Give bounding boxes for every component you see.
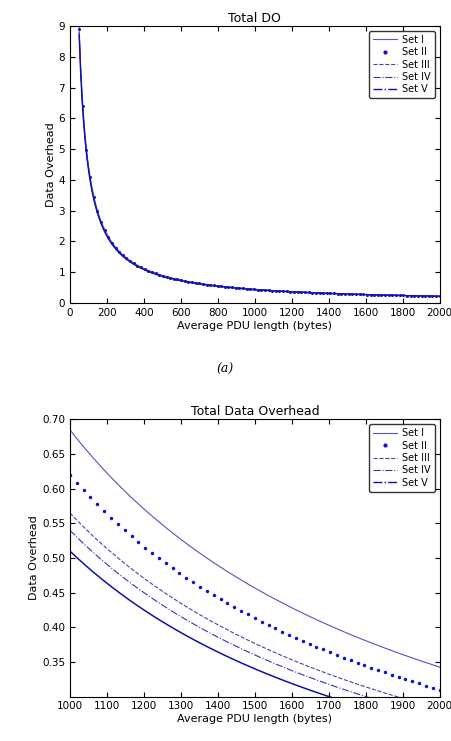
Text: (a): (a) <box>217 362 234 376</box>
Legend: Set I, Set II, Set III, Set IV, Set V: Set I, Set II, Set III, Set IV, Set V <box>369 425 435 492</box>
Title: Total Data Overhead: Total Data Overhead <box>190 405 319 418</box>
Legend: Set I, Set II, Set III, Set IV, Set V: Set I, Set II, Set III, Set IV, Set V <box>369 31 435 99</box>
X-axis label: Average PDU length (bytes): Average PDU length (bytes) <box>177 321 332 330</box>
Y-axis label: Data Overhead: Data Overhead <box>46 122 55 207</box>
X-axis label: Average PDU length (bytes): Average PDU length (bytes) <box>177 714 332 724</box>
Y-axis label: Data Overhead: Data Overhead <box>29 516 39 600</box>
Title: Total DO: Total DO <box>228 12 281 24</box>
